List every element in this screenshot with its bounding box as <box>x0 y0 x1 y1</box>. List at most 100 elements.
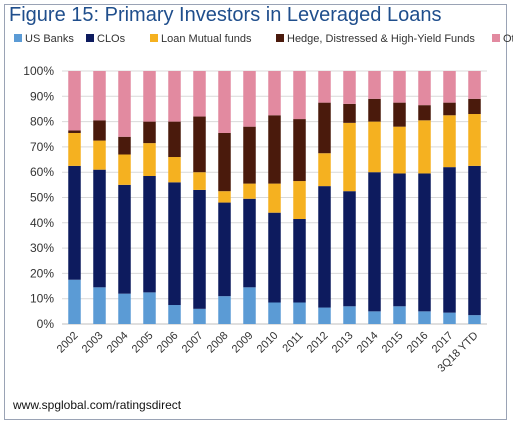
bar-clos-2017 <box>443 167 456 313</box>
y-tick-label: 70% <box>30 140 54 154</box>
legend: US Banks CLOs Loan Mutual funds Hedge, Dist… <box>14 33 513 45</box>
bar-other-2013 <box>343 71 356 104</box>
bar-loan-mutual-funds-2016 <box>418 120 431 174</box>
bar-us-banks-2009 <box>243 287 256 324</box>
bar-clos-2012 <box>318 186 331 308</box>
bar-loan-mutual-funds-2015 <box>393 126 406 174</box>
legend-label-us-banks: US Banks <box>25 33 74 45</box>
bar-clos-2008 <box>218 202 231 297</box>
bar-hedge-distressed-high-yield-funds-2010 <box>268 115 281 184</box>
bar-clos-2002 <box>68 165 81 280</box>
bar-hedge-distressed-high-yield-funds-2006 <box>168 121 181 158</box>
bar-other-2006 <box>168 71 181 122</box>
bar-us-banks-2005 <box>143 292 156 324</box>
bar-loan-mutual-funds-2002 <box>68 132 81 166</box>
legend-swatch-loan-mutual-funds <box>150 34 158 42</box>
bar-hedge-distressed-high-yield-funds-2016 <box>418 105 431 121</box>
bar-hedge-distressed-high-yield-funds-2008 <box>218 132 231 192</box>
bar-us-banks-2013 <box>343 306 356 324</box>
x-tick-label-2012: 2012 <box>305 330 331 356</box>
x-axis: 2002 2003 2004 2005 2006 2007 2008 2009 2010 2011… <box>55 330 481 375</box>
y-tick-label: 100% <box>23 64 54 78</box>
bar-clos-2016 <box>418 173 431 312</box>
bar-clos-3q18-ytd <box>468 165 481 316</box>
bar-other-2015 <box>393 71 406 103</box>
y-tick-label: 0% <box>37 317 55 331</box>
bar-other-2014 <box>368 71 381 99</box>
bar-us-banks-2017 <box>443 312 456 324</box>
bar-loan-mutual-funds-2012 <box>318 153 331 187</box>
bar-other-2016 <box>418 71 431 106</box>
x-tick-label-2015: 2015 <box>380 330 406 356</box>
bar-us-banks-2014 <box>368 311 381 324</box>
bar-us-banks-3q18-ytd <box>468 315 481 324</box>
bar-us-banks-2007 <box>193 308 206 324</box>
bar-hedge-distressed-high-yield-funds-2011 <box>293 119 306 182</box>
x-tick-label-2014: 2014 <box>355 330 381 356</box>
x-tick-label-2013: 2013 <box>330 330 356 356</box>
legend-swatch-us-banks <box>14 34 22 42</box>
bar-clos-2010 <box>268 212 281 303</box>
bar-loan-mutual-funds-2017 <box>443 115 456 168</box>
bar-loan-mutual-funds-2007 <box>193 172 206 190</box>
source-link[interactable]: www.spglobal.com/ratingsdirect <box>13 398 182 412</box>
x-tick-label-2006: 2006 <box>155 330 181 356</box>
bar-hedge-distressed-high-yield-funds-2004 <box>118 136 131 155</box>
bar-loan-mutual-funds-3q18-ytd <box>468 114 481 166</box>
bar-hedge-distressed-high-yield-funds-3q18-ytd <box>468 98 481 115</box>
y-axis: 0% 10% 20% 30% 40% 50% 60% 70% 80% 90% 100% <box>23 64 54 331</box>
bar-clos-2013 <box>343 191 356 307</box>
x-tick-label-2011: 2011 <box>280 330 305 355</box>
x-tick-label-2010: 2010 <box>255 330 281 356</box>
x-tick-label-2004: 2004 <box>105 330 131 356</box>
bar-clos-2005 <box>143 175 156 293</box>
bar-clos-2004 <box>118 184 131 294</box>
bar-loan-mutual-funds-2014 <box>368 121 381 173</box>
y-tick-label: 20% <box>30 266 54 280</box>
bar-us-banks-2011 <box>293 302 306 324</box>
bar-loan-mutual-funds-2004 <box>118 154 131 185</box>
bar-other-2008 <box>218 71 231 133</box>
bar-other-2005 <box>143 71 156 122</box>
legend-label-clos: CLOs <box>97 33 126 45</box>
bar-hedge-distressed-high-yield-funds-2014 <box>368 98 381 122</box>
bar-us-banks-2008 <box>218 296 231 324</box>
bar-loan-mutual-funds-2011 <box>293 181 306 220</box>
y-tick-label: 60% <box>30 165 54 179</box>
x-tick-label-2009: 2009 <box>230 330 256 356</box>
bar-clos-2014 <box>368 172 381 312</box>
bar-clos-2006 <box>168 182 181 306</box>
y-tick-label: 80% <box>30 115 54 129</box>
x-tick-label-2008: 2008 <box>205 330 231 356</box>
bar-hedge-distressed-high-yield-funds-2009 <box>243 126 256 184</box>
bar-hedge-distressed-high-yield-funds-2002 <box>68 130 81 133</box>
x-tick-label-2003: 2003 <box>80 330 106 356</box>
bar-hedge-distressed-high-yield-funds-2015 <box>393 102 406 127</box>
bar-us-banks-2003 <box>93 287 106 324</box>
bar-other-2009 <box>243 71 256 127</box>
x-tick-label-2002: 2002 <box>55 330 81 356</box>
bar-loan-mutual-funds-2009 <box>243 183 256 199</box>
y-tick-label: 50% <box>30 191 54 205</box>
bar-other-2017 <box>443 71 456 103</box>
y-tick-label: 30% <box>30 241 54 255</box>
bar-clos-2003 <box>93 169 106 288</box>
bar-hedge-distressed-high-yield-funds-2013 <box>343 103 356 123</box>
bar-hedge-distressed-high-yield-funds-2003 <box>93 120 106 141</box>
legend-label-other: Other <box>503 33 513 45</box>
bar-loan-mutual-funds-2003 <box>93 140 106 170</box>
bars <box>68 71 481 324</box>
y-tick-label: 40% <box>30 216 54 230</box>
bar-loan-mutual-funds-2013 <box>343 122 356 192</box>
bar-clos-2007 <box>193 189 206 309</box>
bar-hedge-distressed-high-yield-funds-2017 <box>443 102 456 116</box>
bar-other-2012 <box>318 71 331 103</box>
legend-label-hedge-distressed-high-yield-funds: Hedge, Distressed & High-Yield Funds <box>287 33 475 45</box>
bar-hedge-distressed-high-yield-funds-2012 <box>318 102 331 154</box>
bar-us-banks-2006 <box>168 305 181 324</box>
bar-loan-mutual-funds-2008 <box>218 191 231 203</box>
bar-other-2002 <box>68 71 81 131</box>
legend-label-loan-mutual-funds: Loan Mutual funds <box>161 33 252 45</box>
bar-hedge-distressed-high-yield-funds-2005 <box>143 121 156 144</box>
